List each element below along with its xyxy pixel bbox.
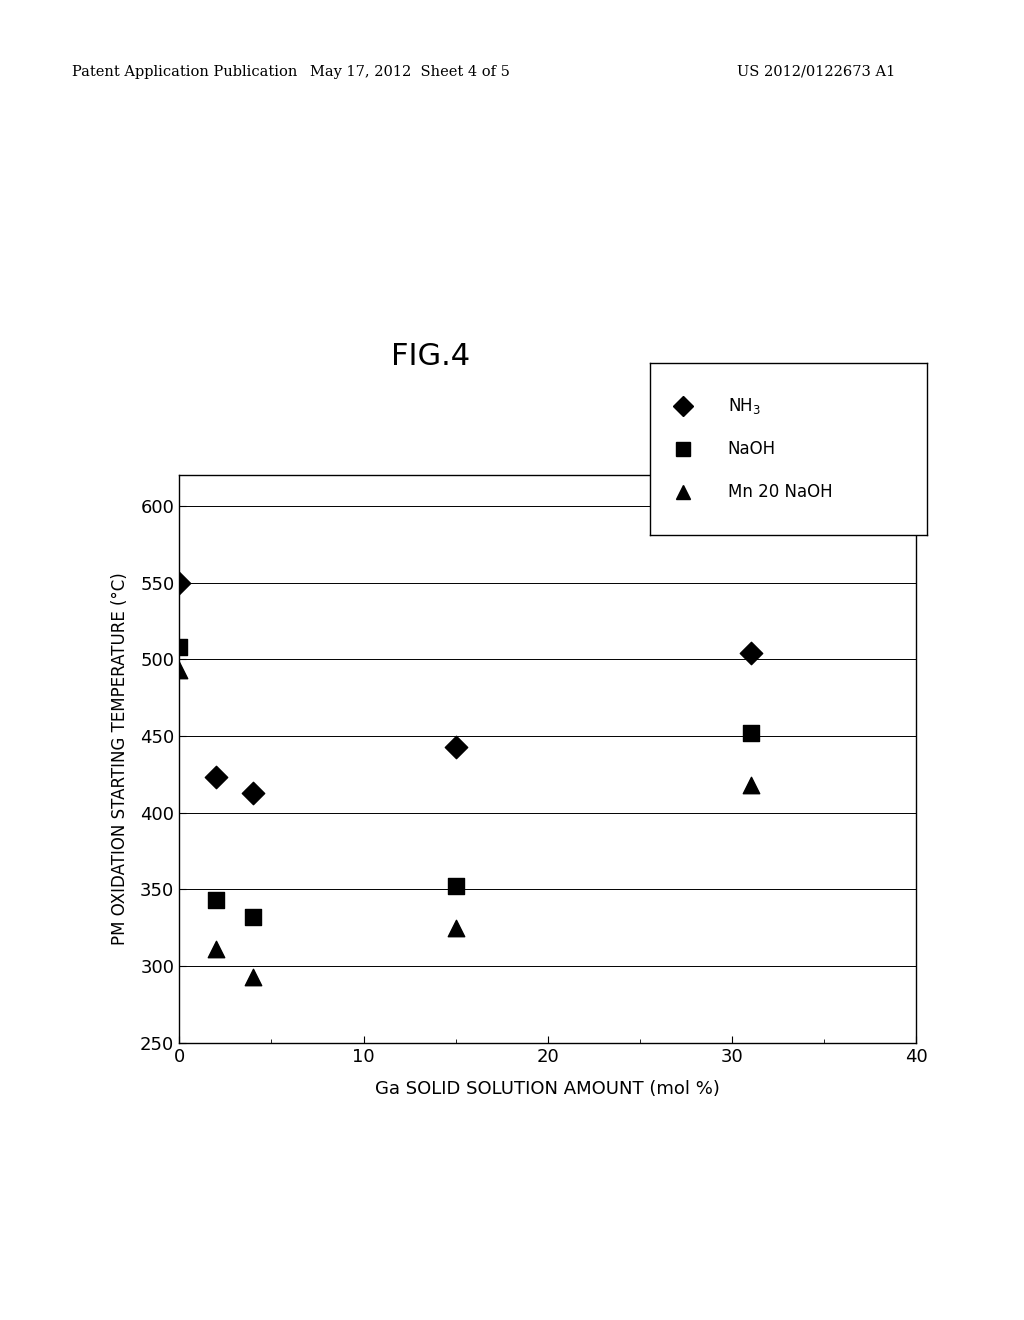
Text: May 17, 2012  Sheet 4 of 5: May 17, 2012 Sheet 4 of 5 [309, 65, 510, 79]
Point [208, 939, 224, 960]
Text: NaOH: NaOH [728, 440, 776, 458]
Text: FIG.4: FIG.4 [390, 342, 470, 371]
Point [245, 783, 261, 804]
X-axis label: Ga SOLID SOLUTION AMOUNT (mol %): Ga SOLID SOLUTION AMOUNT (mol %) [376, 1080, 720, 1097]
Point [245, 966, 261, 987]
Text: Patent Application Publication: Patent Application Publication [72, 65, 297, 79]
Point [245, 907, 261, 928]
Text: US 2012/0122673 A1: US 2012/0122673 A1 [737, 65, 896, 79]
Point [171, 660, 187, 681]
Text: NH$_3$: NH$_3$ [728, 396, 761, 416]
Point [742, 643, 759, 664]
Point [447, 917, 464, 939]
Point [171, 636, 187, 657]
Point [171, 572, 187, 593]
Point [208, 767, 224, 788]
Point [208, 890, 224, 911]
Point [447, 737, 464, 758]
Y-axis label: PM OXIDATION STARTING TEMPERATURE (°C): PM OXIDATION STARTING TEMPERATURE (°C) [111, 573, 129, 945]
Text: Mn 20 NaOH: Mn 20 NaOH [728, 483, 833, 500]
Point [447, 875, 464, 896]
Point [742, 775, 759, 796]
Point [742, 722, 759, 743]
